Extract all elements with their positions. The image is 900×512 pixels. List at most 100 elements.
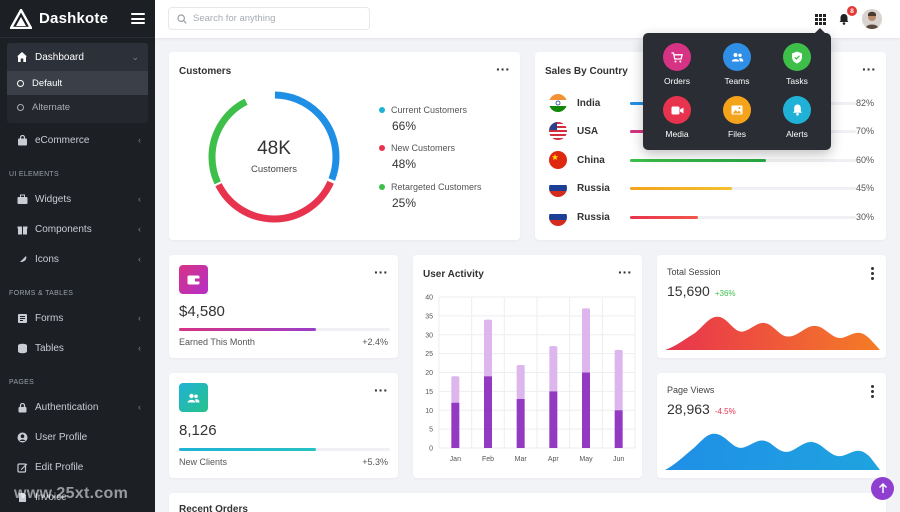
bell-icon — [783, 96, 811, 124]
sidebar-item-forms[interactable]: Forms ‹ — [0, 303, 155, 333]
notification-bell-icon[interactable]: 8 — [836, 6, 857, 27]
notification-badge: 8 — [847, 6, 857, 16]
russia-flag-icon — [549, 179, 567, 197]
bar-series-a — [614, 410, 623, 448]
chevron-down-icon: ⌄ — [131, 51, 139, 62]
sidebar-item-user-profile[interactable]: User Profile — [0, 422, 155, 452]
brand: Dashkote — [0, 0, 155, 38]
search-input[interactable] — [193, 13, 363, 24]
legend-label: New Customers — [391, 143, 456, 153]
scroll-to-top-button[interactable] — [871, 477, 894, 500]
page-views-area-chart — [665, 433, 880, 470]
legend-dot — [379, 107, 385, 113]
file-icon — [16, 491, 28, 503]
more-options-icon[interactable]: ··· — [862, 61, 876, 77]
clients-value: 8,126 — [179, 422, 217, 439]
search-box[interactable] — [168, 7, 370, 30]
more-options-icon[interactable]: ··· — [374, 264, 388, 280]
legend-dot — [379, 145, 385, 151]
country-name: India — [577, 97, 601, 109]
x-tick-label: Apr — [548, 456, 560, 463]
y-tick-label: 15 — [425, 389, 433, 396]
avatar[interactable] — [862, 9, 882, 29]
sidebar-item-widgets[interactable]: Widgets ‹ — [0, 184, 155, 214]
app-orders[interactable]: Orders — [652, 43, 702, 86]
country-percent: 70% — [855, 126, 874, 136]
sidebar: Dashkote Dashboard ⌄ Default Alternate — [0, 0, 155, 512]
apps-grid-icon[interactable] — [812, 11, 828, 27]
sidebar-item-tables[interactable]: Tables ‹ — [0, 333, 155, 363]
bar-series-a — [582, 372, 590, 448]
bar-series-a — [549, 391, 558, 448]
bar-series-b — [516, 364, 525, 399]
sidebar-subitem-default[interactable]: Default — [7, 71, 148, 95]
more-options-icon[interactable]: ··· — [618, 264, 632, 280]
app-tasks[interactable]: Tasks — [772, 43, 822, 86]
chevron-left-icon: ‹ — [138, 135, 141, 145]
section-title-pages: PAGES — [9, 379, 35, 386]
earned-card: ··· $4,580 Earned This Month +2.4% — [169, 255, 398, 358]
chevron-left-icon: ‹ — [138, 254, 141, 264]
clients-change: +5.3% — [362, 457, 388, 467]
bar-series-b — [614, 349, 623, 411]
sidebar-item-ecommerce[interactable]: eCommerce ‹ — [0, 125, 155, 155]
sidebar-item-authentication[interactable]: Authentication ‹ — [0, 392, 155, 422]
brand-name: Dashkote — [39, 10, 109, 27]
moon-icon[interactable] — [788, 11, 804, 27]
legend-value: 48% — [392, 157, 417, 171]
card-title: Recent Orders — [179, 504, 248, 512]
country-progress-bar — [630, 215, 856, 219]
country-row: China 60% — [549, 150, 874, 170]
app-label: Orders — [664, 76, 690, 86]
bar-series-a — [451, 402, 460, 448]
total-session-value: 15,690 — [667, 283, 710, 299]
more-options-icon[interactable]: ··· — [374, 382, 388, 398]
watermark: www.25xt.com — [14, 485, 129, 502]
y-tick-label: 35 — [425, 313, 433, 320]
briefcase-icon — [16, 193, 28, 205]
sidebar-item-invoice[interactable]: Invoice — [0, 482, 155, 512]
sidebar-item-label: Icons — [35, 253, 59, 265]
more-options-icon[interactable] — [871, 385, 874, 398]
more-options-icon[interactable]: ··· — [496, 61, 510, 77]
shopping-bag-icon — [16, 134, 28, 146]
donut-center-value: 48K — [257, 138, 291, 159]
total-session-card: Total Session 15,690 +36% — [657, 255, 886, 358]
sidebar-item-label: Edit Profile — [35, 461, 84, 473]
total-session-area-chart — [665, 316, 880, 350]
app-media[interactable]: Media — [652, 96, 702, 139]
sidebar-item-dashboard[interactable]: Dashboard ⌄ — [7, 43, 148, 71]
earned-label: Earned This Month — [179, 337, 255, 347]
more-options-icon[interactable] — [871, 267, 874, 280]
legend-dot — [379, 184, 385, 190]
menu-toggle-icon[interactable] — [131, 13, 145, 24]
sidebar-item-icons[interactable]: Icons ‹ — [0, 244, 155, 274]
sidebar-item-edit-profile[interactable]: Edit Profile — [0, 452, 155, 482]
country-percent: 82% — [855, 98, 874, 108]
sidebar-subitem-alternate[interactable]: Alternate — [7, 95, 148, 119]
sidebar-item-label: User Profile — [35, 431, 88, 443]
country-name: China — [577, 154, 605, 166]
page-views-card: Page Views 28,963 -4.5% — [657, 373, 886, 478]
home-icon — [16, 51, 28, 63]
form-icon — [16, 312, 28, 324]
customers-card: Customers ··· 48K Customers Current Cust… — [169, 52, 520, 240]
chevron-left-icon: ‹ — [138, 343, 141, 353]
x-tick-label: Feb — [482, 456, 494, 463]
page-views-value-row: 28,963 -4.5% — [667, 401, 736, 417]
bar-series-a — [484, 376, 492, 448]
x-tick-label: Mar — [515, 456, 528, 463]
chevron-left-icon: ‹ — [138, 224, 141, 234]
earned-progress-fill — [179, 328, 317, 331]
card-title: Customers — [179, 66, 232, 77]
app-teams[interactable]: Teams — [712, 43, 762, 86]
sidebar-item-components[interactable]: Components ‹ — [0, 214, 155, 244]
sidebar-subitem-label: Default — [32, 77, 63, 89]
app-files[interactable]: Files — [712, 96, 762, 139]
country-progress-bar — [630, 158, 856, 162]
cart-icon — [663, 43, 691, 71]
sidebar-item-label: Tables — [35, 342, 64, 354]
x-tick-label: May — [579, 456, 593, 463]
app-alerts[interactable]: Alerts — [772, 96, 822, 139]
y-tick-label: 20 — [425, 370, 433, 377]
